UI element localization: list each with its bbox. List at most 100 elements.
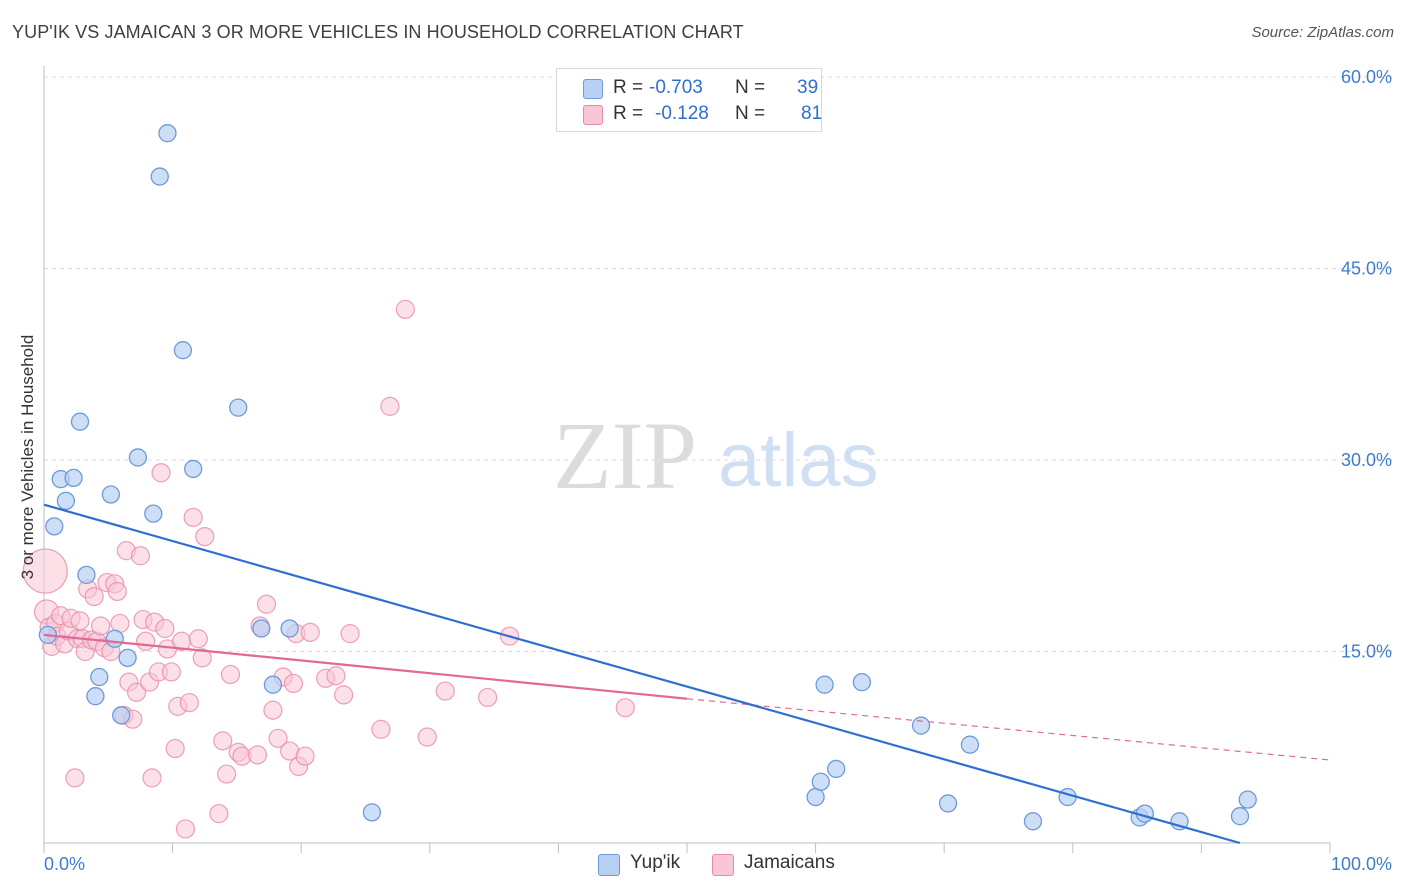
- jamaicans-point: [142, 768, 162, 788]
- x-tick-label-max: 100.0%: [1331, 854, 1392, 874]
- x-tick-label-min: 0.0%: [44, 854, 85, 874]
- legend-row-yupik: R = -0.703 N = 39: [583, 77, 818, 101]
- yupik-point: [173, 341, 193, 360]
- jamaicans-r-value: -0.128: [655, 103, 709, 124]
- yupik-point: [77, 565, 96, 585]
- jamaicans-point: [65, 768, 85, 788]
- jamaicans-n-value: 81: [801, 103, 823, 124]
- y-tick-label: 15.0%: [1341, 642, 1392, 662]
- yupik-point: [105, 629, 124, 648]
- jamaicans-point: [300, 622, 320, 642]
- watermark-atlas: atlas: [718, 418, 879, 503]
- yupik-point: [1023, 812, 1043, 831]
- yupik-point: [1238, 790, 1257, 809]
- jamaicans-point: [217, 764, 237, 784]
- jamaicans-point: [417, 727, 437, 747]
- yupik-legend-swatch: [598, 854, 620, 876]
- yupik-point: [158, 124, 177, 143]
- yupik-point: [56, 491, 76, 511]
- yupik-point: [362, 803, 382, 822]
- jamaicans-point: [395, 299, 415, 319]
- axes: [43, 66, 1331, 853]
- jamaicans-point: [107, 581, 127, 602]
- yupik-point: [960, 735, 980, 754]
- yupik-point: [806, 787, 825, 807]
- jamaicans-point: [209, 804, 229, 824]
- jamaicans-point: [183, 507, 203, 528]
- watermark: ZIP atlas: [553, 402, 879, 509]
- n-label: N =: [735, 103, 766, 124]
- yupik-point: [112, 706, 131, 725]
- jamaicans-point: [22, 548, 68, 594]
- jamaicans-point: [263, 700, 283, 720]
- yupik-trend-line: [43, 503, 1241, 845]
- yupik-point: [45, 517, 64, 536]
- jamaicans-point: [84, 587, 104, 607]
- jamaicans-point: [179, 692, 199, 713]
- jamaicans-point: [326, 666, 346, 686]
- jamaicans-point: [220, 664, 241, 685]
- yupik-point: [811, 772, 830, 791]
- jamaicans-point: [135, 631, 156, 651]
- yupik-point: [852, 672, 872, 692]
- yupik-point: [150, 167, 169, 186]
- yupik-point: [70, 412, 90, 431]
- jamaicans-point: [334, 685, 354, 705]
- legend-row-jamaicans: R = -0.128 N = 81: [583, 103, 822, 127]
- source-label: Source: ZipAtlas.com: [1251, 24, 1394, 41]
- yupik-point: [263, 675, 283, 694]
- yupik-point: [90, 667, 109, 687]
- jamaicans-point: [161, 662, 181, 682]
- jamaicans-point: [151, 463, 171, 483]
- jamaicans-point: [126, 682, 147, 702]
- yupik-point: [229, 398, 248, 417]
- jamaicans-point: [435, 681, 455, 701]
- yupik-point: [815, 675, 834, 694]
- watermark-zip: ZIP: [553, 402, 697, 509]
- yupik-point: [144, 504, 163, 523]
- yupik-point: [280, 619, 299, 638]
- yupik-point: [64, 468, 83, 488]
- yupik-point: [938, 794, 958, 813]
- jamaicans-legend-label: Jamaicans: [744, 852, 835, 873]
- jamaicans-point: [478, 687, 498, 708]
- yupik-point: [827, 759, 846, 779]
- y-axis-label: 3 or more Vehicles in Household: [18, 335, 37, 580]
- jamaicans-trend-line: [43, 633, 688, 700]
- jamaicans-trend-extension: [686, 698, 1331, 761]
- data-points: [22, 124, 1257, 839]
- jamaicans-point: [130, 546, 151, 566]
- chart-title: YUP'IK VS JAMAICAN 3 OR MORE VEHICLES IN…: [12, 22, 744, 42]
- jamaicans-point: [195, 526, 215, 547]
- jamaicans-point: [213, 731, 233, 751]
- yupik-point: [1230, 807, 1250, 826]
- yupik-point: [118, 648, 137, 668]
- yupik-r-value: -0.703: [649, 77, 703, 98]
- jamaicans-point: [155, 618, 175, 639]
- jamaicans-point: [283, 673, 304, 694]
- jamaicans-point: [165, 738, 185, 759]
- yupik-n-value: 39: [797, 77, 819, 98]
- jamaicans-point: [268, 728, 288, 748]
- jamaicans-point: [295, 746, 315, 766]
- n-label: N =: [735, 77, 766, 98]
- tick-labels: 15.0% 30.0% 45.0% 60.0% 0.0% 100.0%: [44, 67, 1392, 874]
- jamaicans-point: [380, 396, 400, 416]
- trend-lines: [43, 503, 1331, 845]
- yupik-point: [128, 448, 148, 467]
- yupik-point: [911, 716, 931, 735]
- yupik-legend-label: Yup'ik: [630, 852, 681, 873]
- y-tick-label: 45.0%: [1341, 259, 1392, 279]
- jamaicans-point: [340, 624, 360, 644]
- jamaicans-point: [615, 698, 635, 718]
- jamaicans-point: [256, 594, 277, 614]
- correlation-legend: R = -0.703 N = 39 R = -0.128 N = 81: [556, 68, 822, 132]
- jamaicans-point: [188, 629, 208, 649]
- yupik-point: [101, 485, 121, 504]
- yupik-point: [86, 687, 105, 706]
- y-tick-label: 60.0%: [1341, 67, 1392, 87]
- jamaicans-point: [70, 611, 90, 631]
- yupik-point: [184, 459, 203, 479]
- gridlines: [44, 76, 1392, 652]
